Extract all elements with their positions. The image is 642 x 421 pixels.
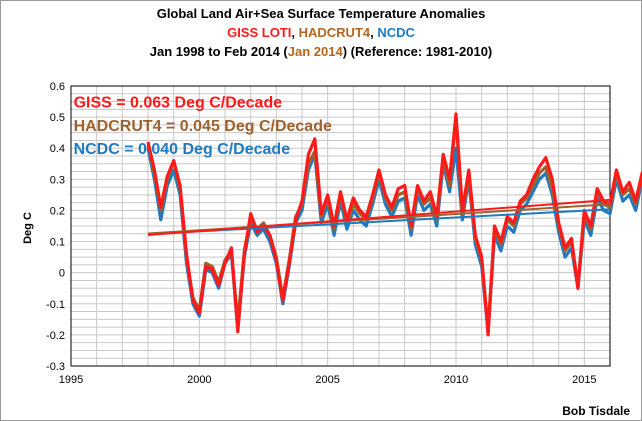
subtitle-period-b: Jan 2014 — [287, 44, 343, 59]
subtitle-giss: GISS LOTI — [227, 25, 292, 40]
y-axis-label: Deg C — [22, 212, 34, 244]
y-tick-label: 0 — [59, 268, 65, 280]
subtitle-ncdc: NCDC — [377, 25, 415, 40]
trend-annotation-giss-loti: GISS = 0.063 Deg C/Decade — [74, 95, 283, 112]
subtitle-hadcrut4: HADCRUT4 — [298, 25, 371, 40]
y-tick-label: -0.1 — [46, 299, 65, 311]
subtitle-period-a: Jan 1998 to Feb 2014 ( — [149, 44, 288, 59]
axis-labels: -0.3 -0.2 -0.1 0 0.1 0.2 0.3 0.4 0.5 0.6 1995 2000 2… — [46, 81, 597, 386]
chart-title: Global Land Air+Sea Surface Temperature … — [156, 6, 486, 21]
y-tick-label: -0.2 — [46, 330, 65, 342]
chart-subtitle-datasets: GISS LOTI, HADCRUT4, NCDC — [0, 23, 642, 42]
y-tick-label: 0.1 — [50, 237, 65, 249]
x-tick-label: 1995 — [59, 374, 83, 386]
x-tick-label: 2000 — [187, 374, 211, 386]
subtitle-sep-2: , — [370, 25, 378, 40]
x-tick-label: 2015 — [572, 374, 596, 386]
chart-subtitle-period: Jan 1998 to Feb 2014 (Jan 2014) (Referen… — [0, 42, 642, 61]
x-tick-label: 2010 — [444, 374, 468, 386]
trend-annotations: GISS = 0.063 Deg C/Decade HADCRUT4 = 0.04… — [74, 95, 332, 159]
series-line-giss-loti — [146, 112, 642, 337]
trend-annotation-hadcrut4: HADCRUT4 = 0.045 Deg C/Decade — [74, 118, 332, 135]
credit: Bob Tisdale — [562, 404, 630, 418]
subtitle-period-c: ) (Reference: 1981-2010) — [342, 44, 493, 59]
plot-area-border — [70, 85, 611, 367]
chart-title-block: Global Land Air+Sea Surface Temperature … — [0, 4, 642, 61]
series-group — [146, 112, 642, 337]
trend-annotation-ncdc: NCDC = 0.040 Deg C/Decade — [74, 141, 291, 158]
y-tick-label: 0.4 — [50, 143, 65, 155]
x-tick-label: 2005 — [315, 374, 339, 386]
y-tick-label: 0.2 — [50, 205, 65, 217]
trend-lines — [147, 198, 611, 237]
y-tick-label: -0.3 — [46, 361, 65, 373]
y-tick-label: 0.6 — [50, 81, 65, 93]
subtitle-sep-1: , — [291, 25, 299, 40]
y-tick-label: 0.3 — [50, 174, 65, 186]
y-tick-label: 0.5 — [50, 112, 65, 124]
trend-line-giss-loti — [147, 198, 611, 237]
